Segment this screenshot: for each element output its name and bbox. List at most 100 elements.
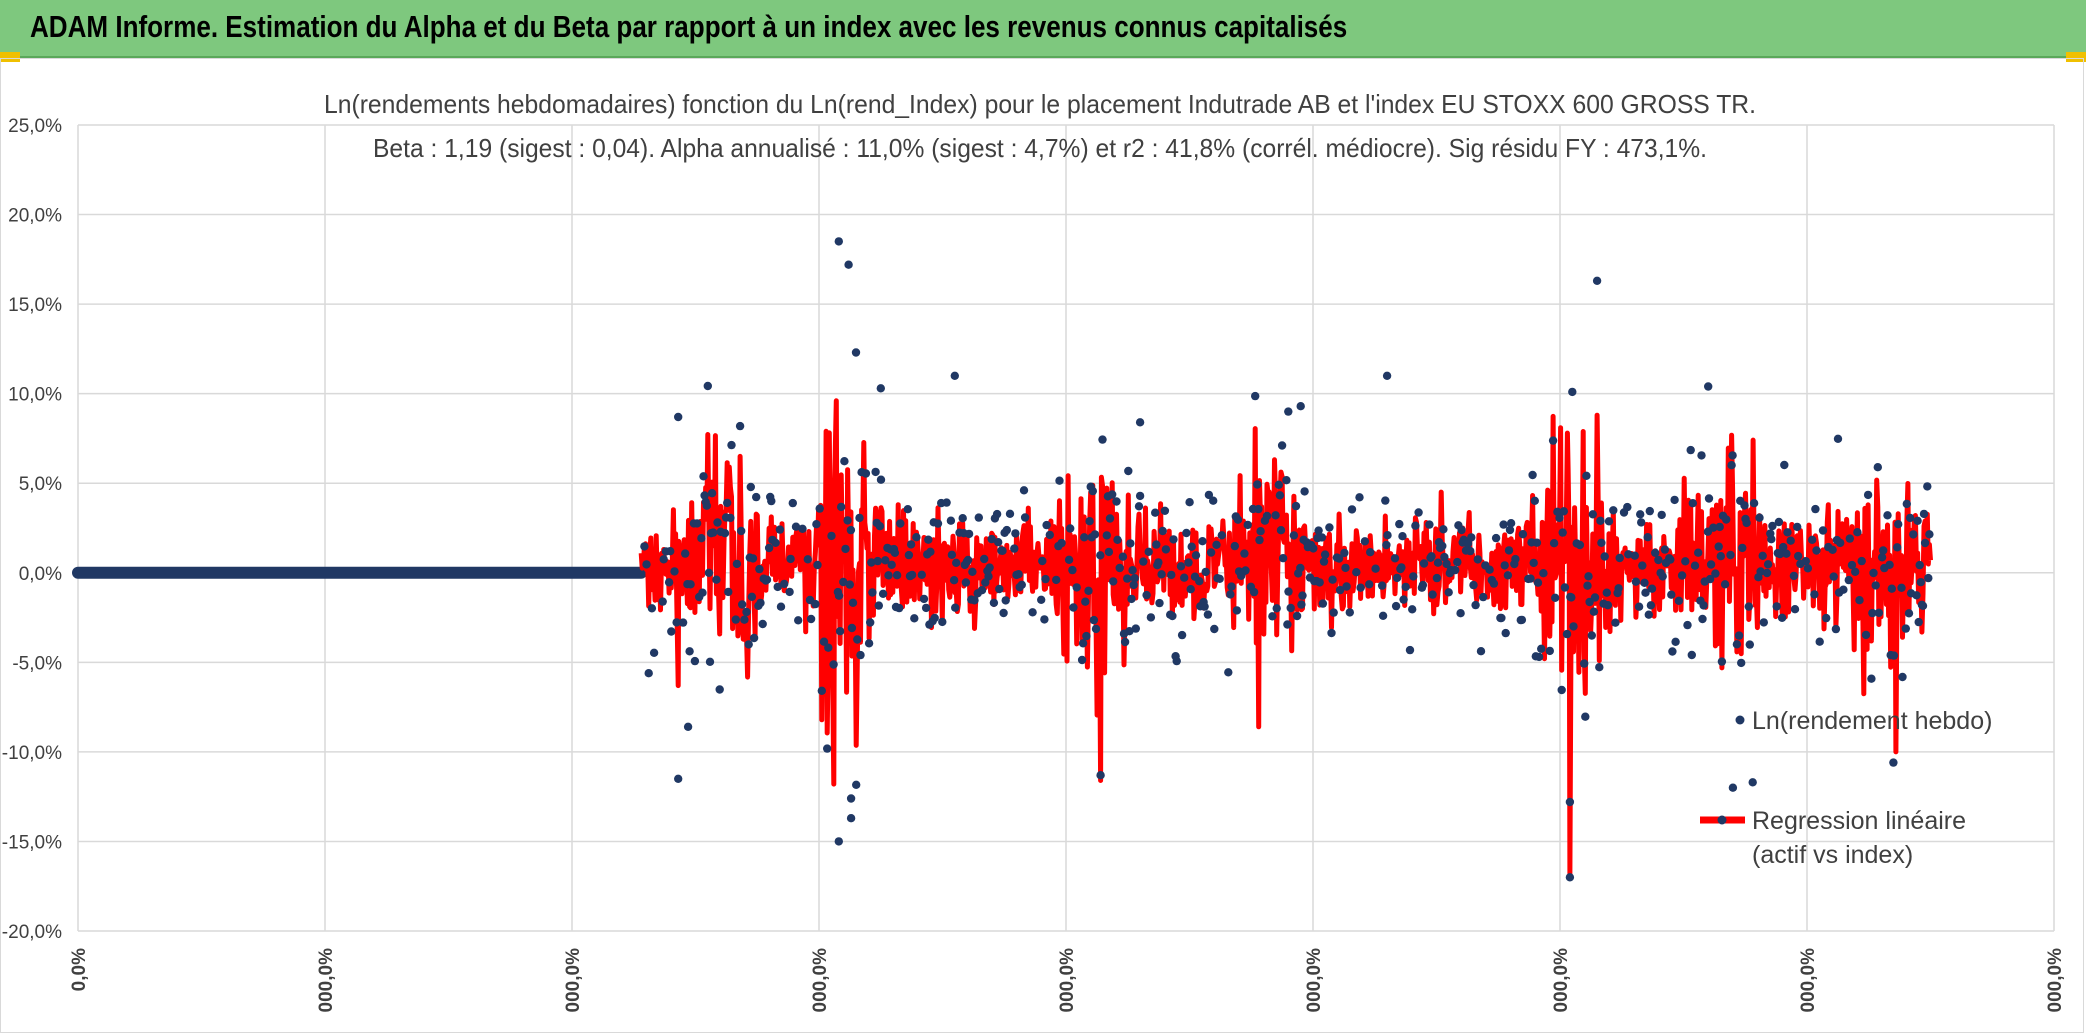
- data-point: [764, 543, 774, 553]
- data-point: [896, 519, 905, 528]
- data-point: [1169, 535, 1178, 544]
- data-point: [1717, 657, 1727, 666]
- data-point: [1249, 587, 1259, 597]
- data-point: [844, 260, 853, 269]
- data-point: [1597, 538, 1606, 547]
- data-point: [773, 582, 782, 592]
- data-point: [855, 513, 864, 523]
- data-point: [946, 516, 956, 525]
- data-point: [864, 639, 874, 648]
- data-point: [1203, 610, 1213, 619]
- data-point: [1637, 518, 1646, 527]
- regression-series: [638, 398, 1933, 877]
- data-point: [1414, 508, 1423, 517]
- data-point: [1104, 547, 1114, 557]
- data-point: [1377, 581, 1387, 590]
- data-point: [1883, 511, 1892, 520]
- data-point: [1503, 571, 1513, 580]
- data-point: [1440, 552, 1449, 562]
- data-point: [1851, 567, 1860, 576]
- data-point: [1383, 531, 1392, 540]
- data-point: [1609, 506, 1618, 515]
- data-point: [1134, 502, 1144, 511]
- data-point: [1537, 644, 1546, 653]
- data-point: [1078, 639, 1088, 648]
- data-point: [1738, 543, 1747, 553]
- data-point: [1129, 580, 1138, 590]
- data-point: [1366, 548, 1375, 557]
- regression-line: [638, 398, 1933, 877]
- data-point: [1811, 504, 1820, 514]
- data-point: [1506, 519, 1516, 528]
- data-point: [1005, 509, 1015, 518]
- data-point: [1262, 511, 1272, 521]
- data-point: [1200, 602, 1209, 611]
- data-point: [1300, 487, 1309, 496]
- data-point: [1319, 557, 1329, 566]
- data-point: [1277, 441, 1287, 450]
- data-point: [1698, 614, 1707, 624]
- data-point: [1501, 628, 1510, 638]
- data-point: [747, 592, 757, 601]
- data-point: [1786, 536, 1795, 545]
- data-point: [1177, 630, 1187, 640]
- data-point: [947, 550, 957, 559]
- data-point: [835, 627, 845, 636]
- data-point: [1130, 574, 1139, 583]
- x-tick-label: 000,0%: [563, 948, 584, 1013]
- data-point: [1401, 582, 1410, 592]
- data-point: [1742, 518, 1751, 528]
- data-point: [678, 618, 688, 627]
- data-point: [1641, 588, 1650, 597]
- data-point: [1763, 560, 1773, 569]
- data-point: [1532, 538, 1542, 547]
- data-point: [1919, 509, 1929, 519]
- data-point: [1565, 873, 1575, 882]
- data-point: [1603, 601, 1613, 610]
- y-tick-label: 15,0%: [8, 295, 62, 316]
- data-point: [1551, 593, 1560, 602]
- x-tick-label: 000,0%: [1798, 948, 1819, 1013]
- data-point: [1212, 540, 1221, 549]
- data-point: [1768, 521, 1777, 531]
- data-point: [1158, 526, 1167, 536]
- data-point: [942, 498, 951, 507]
- data-point: [1869, 568, 1878, 578]
- data-point: [1275, 491, 1285, 500]
- data-point: [1592, 276, 1602, 285]
- data-point: [1298, 591, 1307, 600]
- data-point: [1296, 563, 1305, 573]
- data-point: [703, 381, 712, 391]
- data-point: [813, 560, 822, 570]
- x-tick-label: 000,0%: [2045, 948, 2066, 1013]
- data-point: [1390, 554, 1400, 563]
- data-point: [1139, 557, 1148, 566]
- data-point: [1534, 652, 1544, 662]
- data-point: [1777, 613, 1787, 622]
- data-point: [1185, 498, 1194, 507]
- data-point: [1732, 640, 1742, 649]
- data-point: [726, 513, 735, 523]
- data-point: [1345, 608, 1355, 617]
- data-point: [1651, 548, 1660, 557]
- data-point: [1144, 547, 1153, 556]
- data-point: [1291, 501, 1301, 511]
- data-point: [1877, 553, 1887, 562]
- data-point: [1867, 674, 1876, 683]
- data-point: [811, 599, 820, 609]
- data-point: [1297, 600, 1306, 609]
- data-point: [1020, 513, 1030, 522]
- data-point: [1861, 630, 1871, 640]
- data-point: [907, 570, 917, 580]
- data-point: [1142, 590, 1151, 600]
- data-point: [1569, 622, 1578, 631]
- data-point: [1471, 600, 1480, 610]
- data-point: [749, 633, 759, 643]
- data-point: [748, 554, 758, 563]
- data-point: [1779, 542, 1788, 552]
- data-point: [1624, 550, 1633, 559]
- data-point: [1643, 533, 1652, 542]
- x-tick-label: 0,0%: [69, 948, 90, 991]
- data-point: [853, 635, 862, 644]
